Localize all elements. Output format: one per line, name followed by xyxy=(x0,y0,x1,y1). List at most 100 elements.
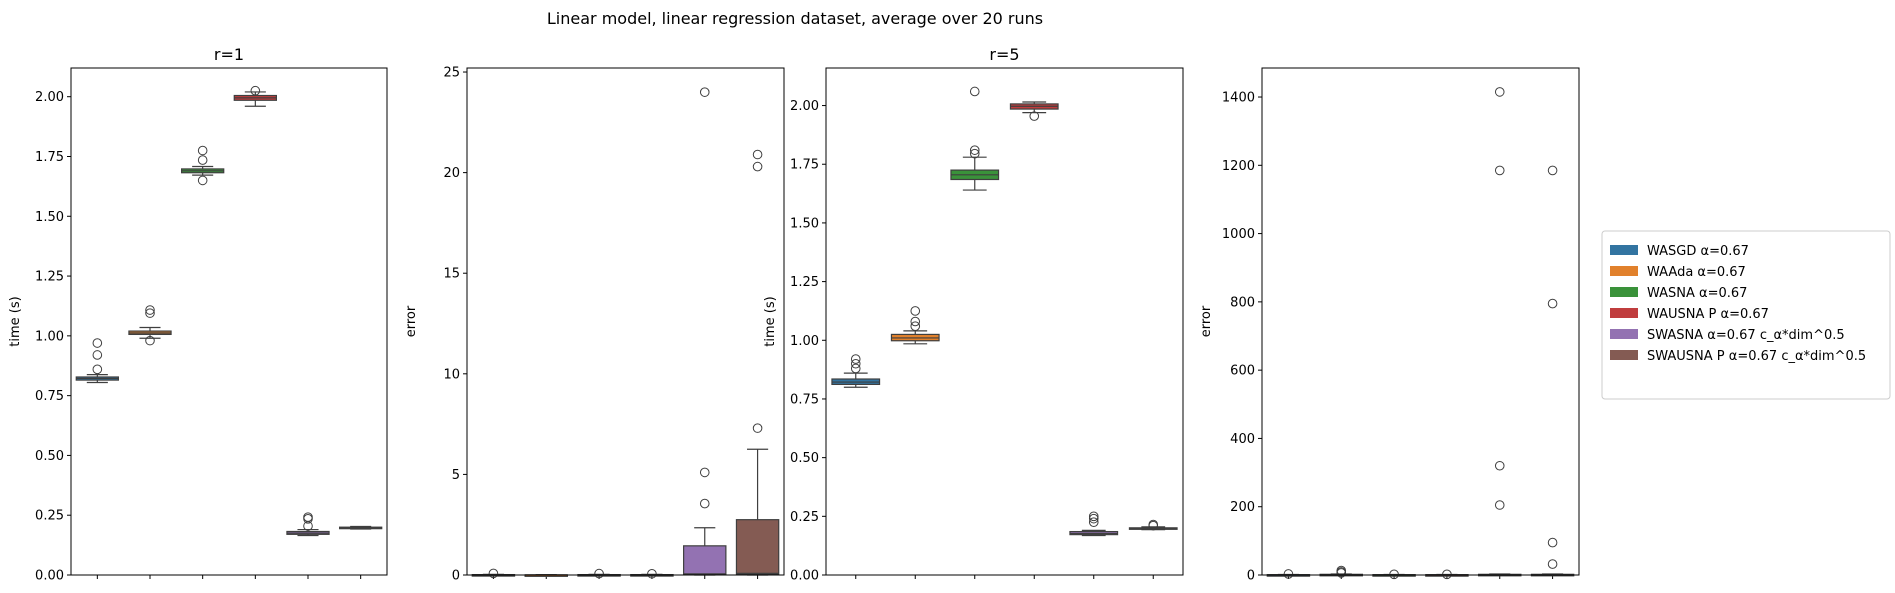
outlier-point xyxy=(1494,500,1505,510)
outlier-point xyxy=(1547,537,1558,548)
box-6 xyxy=(1128,519,1178,531)
outlier-point xyxy=(969,145,980,155)
y-tick-label: 1400 xyxy=(1222,91,1255,106)
legend-entry: WAUSNA P α=0.67 xyxy=(1610,307,1769,322)
outlier-point xyxy=(969,148,980,159)
y-tick-label: 400 xyxy=(1230,432,1255,447)
box-3 xyxy=(950,86,1000,191)
subplot-title: r=1 xyxy=(214,45,244,64)
outlier-point xyxy=(850,354,861,364)
y-tick-label: 600 xyxy=(1230,364,1255,379)
outlier-point xyxy=(1494,87,1505,97)
y-tick-label: 1.75 xyxy=(35,150,64,165)
y-tick-label: 1200 xyxy=(1222,159,1255,174)
legend-swatch xyxy=(1610,308,1638,318)
y-tick-label: 0 xyxy=(1247,569,1255,584)
outlier-point xyxy=(1547,165,1558,176)
y-tick-label: 0.50 xyxy=(35,449,64,464)
outlier-point xyxy=(1389,569,1399,580)
axes-frame xyxy=(70,67,388,576)
y-tick-label: 5 xyxy=(452,468,460,483)
y-axis-label: error xyxy=(1199,305,1214,337)
outlier-point xyxy=(752,423,763,433)
outlier-point xyxy=(699,467,710,478)
box-6 xyxy=(735,149,780,576)
outlier-point xyxy=(145,308,155,318)
figure-suptitle: Linear model, linear regression dataset,… xyxy=(547,9,1043,28)
y-axis-label: time (s) xyxy=(8,296,23,346)
y-axis-label: error xyxy=(404,305,419,337)
axes-frame xyxy=(466,67,785,576)
legend-entry: SWASNA α=0.67 c_α*dim^0.5 xyxy=(1610,328,1845,343)
outlier-point xyxy=(197,145,208,156)
box-3 xyxy=(577,568,621,579)
legend-entry: SWAUSNA P α=0.67 c_α*dim^0.5 xyxy=(1610,349,1866,364)
legend-swatch xyxy=(1610,245,1638,255)
legend-entry: WASNA α=0.67 xyxy=(1610,286,1747,301)
y-tick-label: 1.00 xyxy=(790,334,819,349)
subplot-title: r=5 xyxy=(989,45,1019,64)
outlier-point xyxy=(1442,569,1452,580)
legend-swatch xyxy=(1610,287,1638,297)
box-5 xyxy=(1478,87,1522,577)
outlier-point xyxy=(1088,517,1099,527)
legend-frame xyxy=(1601,230,1891,400)
box-6 xyxy=(339,525,383,530)
y-tick-label: 1.50 xyxy=(790,216,819,231)
box-5 xyxy=(683,87,727,576)
box-5 xyxy=(286,512,330,537)
y-tick-label: 0.75 xyxy=(790,392,819,407)
y-tick-label: 25 xyxy=(443,66,460,81)
y-tick-label: 200 xyxy=(1230,500,1255,515)
legend-entry: WAAda α=0.67 xyxy=(1610,265,1746,280)
y-tick-label: 2.00 xyxy=(35,90,64,105)
box-1 xyxy=(831,354,881,388)
outlier-point xyxy=(752,161,763,172)
axes-frame xyxy=(825,67,1184,576)
y-tick-label: 20 xyxy=(443,166,460,181)
y-tick-label: 2.00 xyxy=(790,99,819,114)
outlier-point xyxy=(647,568,657,579)
outlier-point xyxy=(850,363,861,374)
outlier-point xyxy=(699,87,710,97)
legend-label: SWASNA α=0.67 c_α*dim^0.5 xyxy=(1647,328,1845,343)
outlier-point xyxy=(594,568,604,579)
y-tick-label: 0.00 xyxy=(35,569,64,584)
box-2 xyxy=(128,305,172,346)
box-body xyxy=(735,519,780,576)
outlier-point xyxy=(910,316,921,327)
outlier-point xyxy=(752,149,763,160)
legend: WASGD α=0.67 WAAda α=0.67 WASNA α=0.67 WAUS… xyxy=(1601,230,1891,400)
outlier-point xyxy=(910,321,921,331)
subplot-3: 0.00 0.25 0.50 0.75 1.00 1.25 1.50 1.75 2.00 r=5 t… xyxy=(763,45,1184,584)
legend-swatch xyxy=(1610,266,1638,276)
y-tick-label: 0.00 xyxy=(790,569,819,584)
outlier-point xyxy=(303,512,313,522)
box-6 xyxy=(1530,165,1575,577)
y-tick-label: 1000 xyxy=(1222,227,1255,242)
subplot-4: 0 200 400 600 800 1000 1200 1400 error xyxy=(1199,67,1580,584)
legend-label: WAUSNA P α=0.67 xyxy=(1647,307,1769,322)
outlier-point xyxy=(197,155,208,165)
box-4 xyxy=(233,85,277,107)
outlier-point xyxy=(1088,511,1099,522)
outlier-point xyxy=(910,306,921,316)
y-tick-label: 1.75 xyxy=(790,158,819,173)
outlier-point xyxy=(969,86,980,97)
outlier-point xyxy=(1547,559,1558,569)
outlier-point xyxy=(1148,519,1159,530)
subplot-1: 0.00 0.25 0.50 0.75 1.00 1.25 1.50 1.75 2.00 r=1 t… xyxy=(8,45,388,584)
box-body xyxy=(683,545,727,576)
outlier-point xyxy=(197,175,208,186)
legend-swatch xyxy=(1610,350,1638,360)
outlier-point xyxy=(1547,298,1558,309)
outlier-point xyxy=(92,338,103,348)
box-1 xyxy=(75,338,120,384)
box-3 xyxy=(181,145,225,186)
outlier-point xyxy=(145,305,155,315)
outlier-point xyxy=(92,364,103,375)
y-tick-label: 0.25 xyxy=(790,510,819,525)
y-axis-label: time (s) xyxy=(763,296,778,346)
legend-label: WAAda α=0.67 xyxy=(1647,265,1746,280)
